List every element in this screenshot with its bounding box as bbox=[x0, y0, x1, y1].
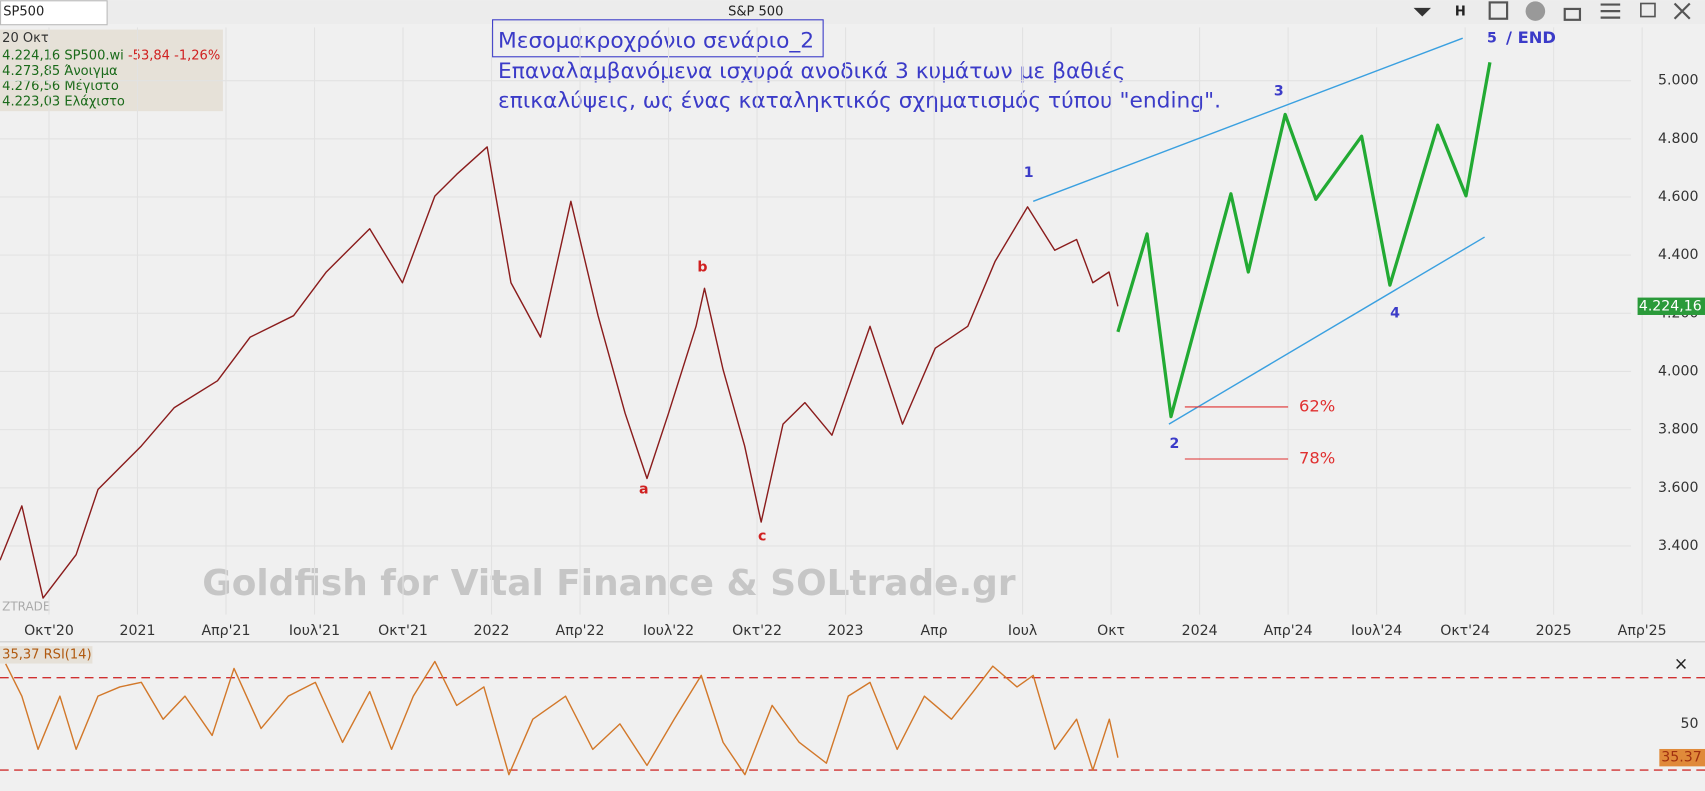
scenario-title: Μεσομακροχρόνιο σενάριο_2 bbox=[498, 29, 814, 54]
info-row: 4.276,56 Μέγιστο bbox=[2, 79, 119, 94]
x-tick-label: Οκτ'20 bbox=[24, 623, 74, 639]
wave-label: 1 bbox=[1024, 165, 1034, 181]
quote-icon[interactable] bbox=[1525, 1, 1546, 21]
last-value-tag bbox=[1637, 297, 1705, 315]
x-tick-label: Οκτ bbox=[1097, 623, 1125, 639]
x-tick-label: Απρ'25 bbox=[1618, 623, 1667, 639]
series-line bbox=[1032, 37, 1463, 202]
info-panel bbox=[0, 29, 223, 112]
x-tick-label: Οκτ'21 bbox=[378, 623, 428, 639]
series-line bbox=[1116, 62, 1492, 419]
scenario-line: Επαναλαμβανόμενα ισχυρά ανοδικά 3 κυμάτω… bbox=[498, 59, 1125, 84]
fib-label: 78% bbox=[1299, 449, 1335, 468]
x-tick-label: Ιουλ'21 bbox=[289, 623, 340, 639]
indicator-title: 35,37 RSI(14) bbox=[2, 647, 91, 662]
scenario-line: επικαλύψεις, ως ένας καταληκτικός σχηματ… bbox=[498, 88, 1221, 113]
info-label: Ελάχιστο bbox=[64, 94, 125, 109]
wave-label: 3 bbox=[1274, 84, 1284, 100]
y-tick-label: 4.600 bbox=[1658, 189, 1698, 205]
last-value-label: 35.37 bbox=[1661, 750, 1701, 766]
x-tick-label: 2022 bbox=[474, 623, 510, 639]
wave-label: b bbox=[697, 260, 707, 276]
info-label: Μέγιστο bbox=[64, 79, 119, 94]
series-line bbox=[0, 146, 1119, 599]
info-change-pct: -1,26% bbox=[174, 48, 220, 63]
info-row: 4.223,03 Ελάχιστο bbox=[2, 94, 125, 109]
indicator-title-bg bbox=[0, 646, 93, 664]
x-tick-label: Οκτ'22 bbox=[732, 623, 782, 639]
wave-label: / END bbox=[1506, 28, 1556, 47]
wave-label: a bbox=[639, 482, 649, 498]
lock-icon[interactable] bbox=[1563, 7, 1582, 21]
y-tick-label: 4.800 bbox=[1658, 131, 1698, 147]
info-value: 4.273,85 bbox=[2, 63, 60, 78]
x-tick-label: 2023 bbox=[828, 623, 864, 639]
y-tick-label: 3.800 bbox=[1658, 422, 1698, 438]
dropdown[interactable] bbox=[1413, 7, 1431, 17]
brand: ZTRADE bbox=[2, 599, 50, 613]
layout-icon[interactable] bbox=[1488, 1, 1509, 20]
wave-label: 4 bbox=[1390, 305, 1400, 321]
mode-button[interactable]: H bbox=[1455, 5, 1466, 20]
toolbar-title: S&P 500 bbox=[728, 5, 783, 20]
wave-label: 2 bbox=[1169, 436, 1179, 452]
close-icon[interactable] bbox=[1673, 2, 1691, 20]
close-panel[interactable]: × bbox=[1674, 655, 1689, 675]
scenario-box bbox=[492, 19, 824, 58]
y-tick-label: 3.400 bbox=[1658, 538, 1698, 554]
last-value-tag bbox=[1659, 748, 1705, 767]
x-tick-label: Απρ'21 bbox=[201, 623, 250, 639]
wave-label: 5 bbox=[1487, 30, 1497, 46]
x-tick-label: 2021 bbox=[120, 623, 156, 639]
info-row: 4.224,16 SP500.wi -53,84 -1,26% bbox=[2, 48, 220, 63]
x-tick-label: Ιουλ'22 bbox=[643, 623, 694, 639]
info-symbol: SP500.wi bbox=[64, 48, 123, 63]
info-date: 20 Οκτ bbox=[2, 31, 49, 46]
x-tick-label: 2025 bbox=[1536, 623, 1572, 639]
x-tick-label: Ιουλ bbox=[1008, 623, 1037, 639]
info-change: -53,84 bbox=[128, 48, 170, 63]
y-tick-label: 5.000 bbox=[1658, 73, 1698, 89]
x-tick-label: 2024 bbox=[1182, 623, 1218, 639]
last-value-label: 4.224,16 bbox=[1639, 298, 1702, 314]
watermark: Goldfish for Vital Finance & SOLtrade.gr bbox=[202, 563, 1016, 604]
info-label: Άνοιγμα bbox=[64, 63, 117, 78]
y-tick-label: 3.600 bbox=[1658, 480, 1698, 496]
symbol: SP500 bbox=[3, 5, 44, 20]
x-tick-label: Απρ bbox=[921, 623, 948, 639]
wave-label: c bbox=[758, 528, 766, 544]
info-row: 4.273,85 Άνοιγμα bbox=[2, 63, 117, 78]
series-line bbox=[1168, 236, 1485, 425]
symbol-input[interactable] bbox=[0, 0, 108, 26]
x-tick-label: Ιουλ'24 bbox=[1351, 623, 1402, 639]
series-line bbox=[5, 660, 1119, 776]
y-tick-label: 4.000 bbox=[1658, 363, 1698, 379]
y-tick-label: 4.400 bbox=[1658, 247, 1698, 263]
info-close: 4.224,16 bbox=[2, 48, 60, 63]
x-tick-label: Απρ'24 bbox=[1264, 623, 1313, 639]
y-tick-label: 50 bbox=[1680, 716, 1698, 732]
menu-icon[interactable] bbox=[1600, 3, 1621, 19]
toolbar bbox=[0, 0, 1705, 25]
info-value: 4.276,56 bbox=[2, 79, 60, 94]
x-tick-label: Απρ'22 bbox=[556, 623, 605, 639]
info-value: 4.223,03 bbox=[2, 94, 60, 109]
fib-label: 62% bbox=[1299, 396, 1335, 415]
x-tick-label: Οκτ'24 bbox=[1440, 623, 1490, 639]
restore-icon[interactable] bbox=[1640, 2, 1656, 18]
